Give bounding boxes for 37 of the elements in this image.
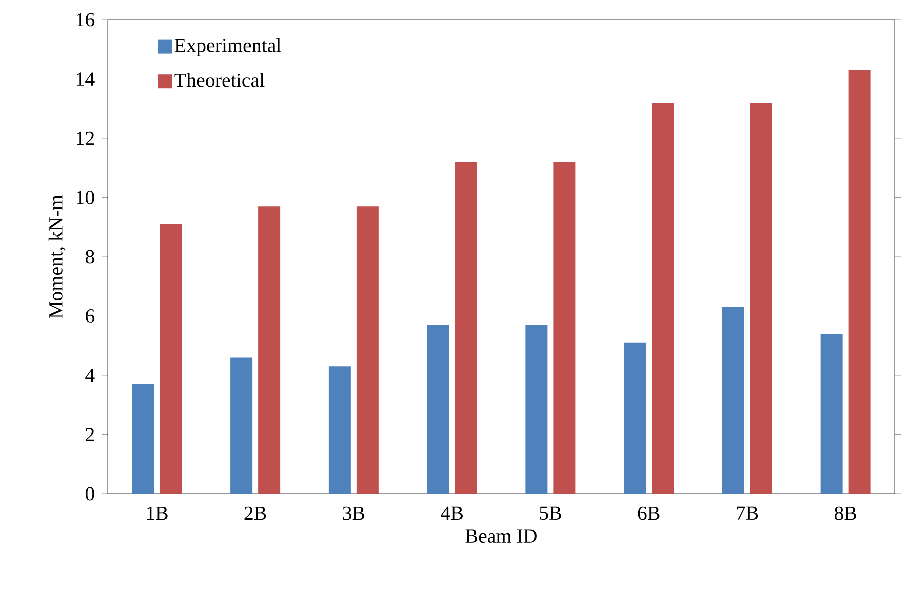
legend-label: Theoretical (174, 73, 265, 88)
x-tick-label: 5B (540, 506, 562, 520)
bar (750, 102, 772, 494)
x-tick-label: 7B (737, 506, 758, 520)
bar (848, 70, 871, 494)
x-tick-label: 6B (638, 506, 660, 520)
bar (258, 206, 281, 494)
bar (427, 325, 450, 494)
bar (554, 162, 576, 494)
bar (356, 206, 379, 494)
x-axis-title: Beam ID (466, 530, 537, 543)
y-tick-label: 4 (86, 368, 95, 382)
bar (652, 102, 674, 494)
bar (160, 224, 182, 494)
x-tick-label: 3B (343, 506, 365, 520)
y-tick-label: 14 (76, 72, 95, 86)
bar (328, 366, 351, 494)
bar (722, 307, 744, 494)
bar (624, 342, 646, 494)
bar (455, 162, 478, 494)
legend-label: Experimental (174, 38, 282, 56)
bar (230, 358, 253, 494)
y-tick-label: 8 (86, 250, 94, 264)
bar (820, 334, 843, 494)
y-tick-label: 16 (76, 13, 95, 27)
y-tick-label: 0 (86, 487, 94, 501)
y-axis-title: Moment, kN-m (48, 195, 66, 318)
bar (526, 325, 548, 494)
x-tick-label: 8B (834, 506, 856, 520)
y-tick-label: 6 (86, 310, 95, 323)
y-tick-label: 10 (76, 191, 94, 204)
x-tick-label: 1B (147, 506, 168, 520)
y-tick-label: 12 (76, 132, 94, 146)
y-tick-label: 2 (86, 428, 94, 442)
x-tick-label: 2B (244, 506, 266, 520)
x-tick-label: 4B (441, 506, 463, 520)
bar (132, 384, 154, 494)
